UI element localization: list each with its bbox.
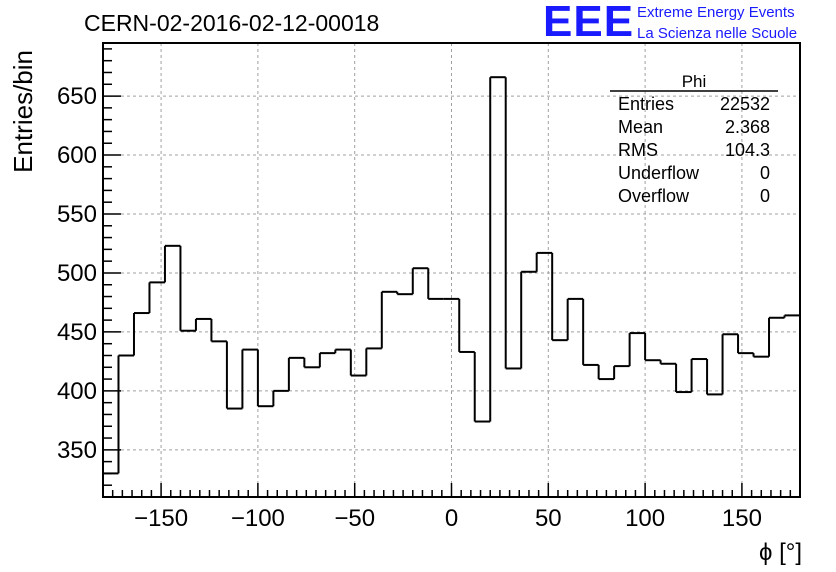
- stats-label: Mean: [618, 117, 663, 137]
- y-tick-label: 400: [57, 378, 97, 405]
- x-tick-label: 50: [535, 505, 562, 532]
- x-tick-label: −100: [231, 505, 285, 532]
- stats-label: RMS: [618, 140, 658, 160]
- x-tick-label: 100: [625, 505, 665, 532]
- stats-label: Overflow: [618, 186, 690, 206]
- y-tick-label: 650: [57, 83, 97, 110]
- y-tick-label: 600: [57, 142, 97, 169]
- eee-logo: EEE: [543, 0, 635, 46]
- y-tick-label: 350: [57, 437, 97, 464]
- x-axis-label: ϕ [°]: [759, 539, 802, 566]
- logo-caption-1: Extreme Energy Events: [637, 4, 795, 21]
- x-tick-label: −150: [134, 505, 188, 532]
- stats-label: Underflow: [618, 163, 700, 183]
- stats-box: Phi Entries 22532 Mean 2.368 RMS 104.3 Underfl…: [610, 72, 778, 206]
- chart-title: CERN-02-2016-02-12-00018: [84, 10, 380, 36]
- stats-label: Entries: [618, 94, 674, 114]
- axes: [102, 42, 801, 498]
- stats-value: 0: [760, 186, 770, 206]
- x-tick-label: 0: [445, 505, 458, 532]
- y-tick-label: 550: [57, 201, 97, 228]
- logo-caption-2: La Scienza nelle Scuole: [637, 25, 798, 42]
- stats-name: Phi: [682, 72, 707, 91]
- stats-value: 104.3: [725, 140, 770, 160]
- x-tick-label: −50: [334, 505, 375, 532]
- y-axis-label: Entries/bin: [8, 50, 38, 173]
- tick-labels: −150 −100 −50 0 50 100 150 350 400 450 500 550 600 65…: [57, 83, 762, 532]
- stats-value: 0: [760, 163, 770, 183]
- stats-value: 2.368: [725, 117, 770, 137]
- histogram-series: [103, 76, 800, 475]
- y-tick-label: 450: [57, 319, 97, 346]
- y-tick-label: 500: [57, 260, 97, 287]
- stats-value: 22532: [720, 94, 770, 114]
- grid-lines: [103, 43, 800, 497]
- x-tick-label: 150: [722, 505, 762, 532]
